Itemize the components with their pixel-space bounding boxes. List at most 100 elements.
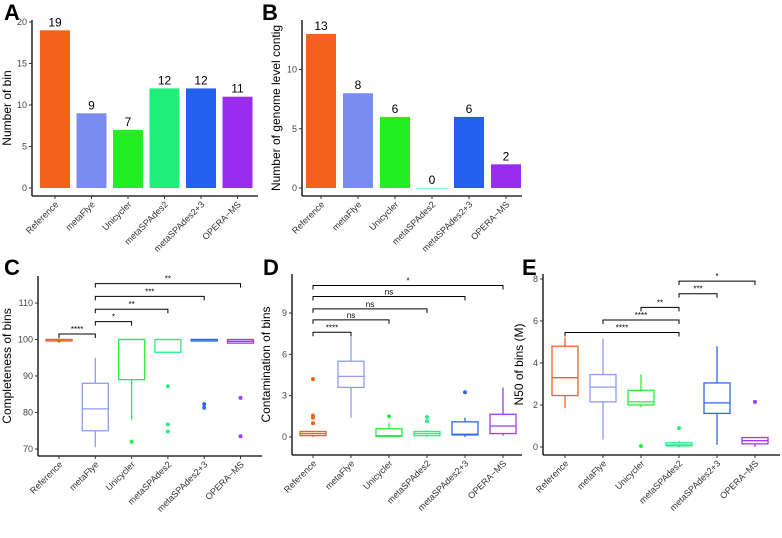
panel-letter: B [262,0,278,25]
box-Reference [551,337,579,409]
bar-metaSPAdes2+3 [186,88,216,188]
significance-label: * [112,313,115,322]
significance-label: * [406,276,409,285]
y-tick-label: 4 [533,358,538,368]
y-tick-label: 20 [17,17,27,27]
box-iqr [551,345,579,397]
box-iqr [81,382,109,432]
box-iqr [451,421,479,436]
bar-value-label: 6 [466,102,473,116]
box-Unicycler [375,414,403,437]
x-tick-label: metaFlye [64,199,97,232]
outlier-point [425,419,429,424]
outlier-point [463,390,467,395]
bar-Unicycler [380,116,410,188]
x-tick-label: OPERA−MS [469,199,512,242]
x-tick-label: Unicycler [104,459,137,492]
y-tick-label: 70 [23,444,33,454]
bar-metaFlye [76,113,107,188]
box-metaFlye [81,357,109,448]
x-tick-label: OPERA−MS [203,459,246,502]
outlier-point [165,422,170,427]
significance-label: **** [616,324,628,333]
significance-label: ns [385,287,393,296]
box-metaFlye [589,338,617,440]
x-tick-label: Reference [24,199,60,235]
y-tick-label: 8 [533,274,538,284]
bar-value-label: 19 [48,15,62,29]
significance-label: ** [657,298,663,307]
x-tick-label: Unicycler [613,458,646,491]
box-metaSPAdes2+3 [190,338,218,410]
box-iqr [703,382,731,415]
y-axis-label: Number of bin [0,70,14,145]
significance-label: ns [366,300,374,309]
box-OPERA−MS [741,399,769,447]
outlier-point [202,402,207,407]
y-axis-label: Completeness of bins [0,308,14,423]
significance-label: ** [165,275,171,284]
significance-label: *** [693,285,702,294]
bar-Reference [40,30,70,188]
x-tick-label: OPERA−MS [718,458,761,501]
panel-letter: E [522,255,537,280]
significance-bracket [640,306,680,312]
y-tick-label: 100 [18,335,33,345]
x-tick-label: Unicycler [100,199,133,232]
y-tick-label: 5 [22,142,27,152]
y-tick-label: 0 [22,183,27,193]
bar-metaSPAdes2 [417,188,447,189]
bar-value-label: 2 [503,149,510,163]
box-iqr [589,373,617,403]
y-tick-label: 10 [17,100,27,110]
box-OPERA−MS [226,338,255,439]
y-tick-label: 90 [23,371,33,381]
significance-bracket [602,319,680,324]
x-tick-label: Reference [534,458,570,494]
x-tick-label: Reference [282,458,318,494]
outlier-point [165,384,170,389]
outlier-point [202,405,207,410]
bar-Reference [306,34,336,188]
bar-value-label: 9 [88,98,95,112]
x-tick-label: metaFlye [330,199,363,232]
y-tick-label: 80 [23,408,33,418]
significance-label: **** [71,325,83,334]
bar-value-label: 12 [194,73,208,87]
significance-bracket [312,331,352,337]
outlier-point [753,399,757,404]
outlier-point [311,377,315,382]
panel-d: D Contamination of bins 0 3 6 9 Reference metaF… [259,255,522,513]
x-tick-label: metaFlye [67,459,100,492]
significance-bracket [94,308,169,314]
y-tick-label: 110 [19,298,33,308]
bar-value-label: 12 [158,73,172,87]
significance-label: *** [145,287,154,296]
x-tick-label: metaFlye [575,458,608,491]
significance-label: ** [128,300,134,309]
y-tick-label: 5 [292,124,297,134]
significance-bracket [312,284,504,290]
outlier-point [129,439,134,444]
y-tick-label: 6 [533,316,538,326]
bar-value-label: 7 [125,115,132,129]
bar-value-label: 11 [231,82,244,96]
bar-Unicycler [113,129,143,188]
box-iqr [337,360,365,389]
outlier-point [238,434,243,439]
outlier-point [387,414,391,419]
box-Unicycler [627,374,655,448]
outlier-point [57,338,61,343]
box-metaSPAdes2 [413,415,441,437]
box-OPERA−MS [489,387,517,436]
panel-letter: C [4,255,20,280]
significance-bracket [94,283,241,288]
significance-bracket [58,333,96,339]
box-iqr [489,413,517,435]
box-Reference [299,377,327,437]
box-iqr [627,389,655,406]
significance-label: **** [326,323,338,332]
y-tick-label: 0 [533,442,538,452]
